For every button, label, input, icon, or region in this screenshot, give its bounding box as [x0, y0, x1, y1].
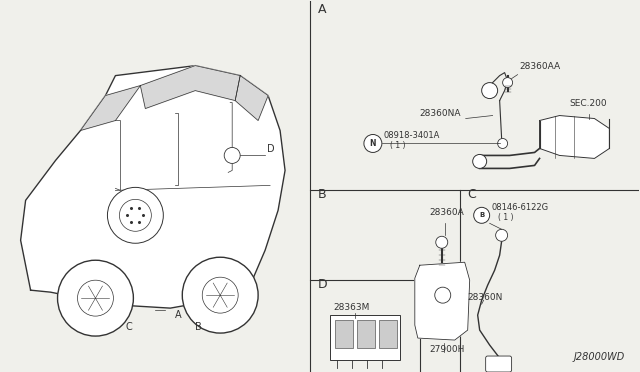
Text: A: A: [175, 310, 182, 320]
Text: A: A: [318, 3, 326, 16]
Text: B: B: [479, 212, 484, 218]
Text: ( 1 ): ( 1 ): [498, 213, 513, 222]
Text: 28360NA: 28360NA: [420, 109, 461, 118]
Circle shape: [474, 207, 490, 223]
Circle shape: [364, 135, 382, 153]
Circle shape: [182, 257, 258, 333]
Text: 28360A: 28360A: [430, 208, 465, 217]
Circle shape: [495, 229, 508, 241]
Polygon shape: [140, 65, 240, 109]
Text: D: D: [267, 144, 275, 154]
Text: B: B: [318, 188, 326, 201]
Polygon shape: [415, 262, 470, 340]
Circle shape: [473, 154, 486, 169]
Text: C: C: [125, 322, 132, 332]
Text: D: D: [318, 278, 328, 291]
Text: B: B: [195, 322, 202, 332]
Text: 08146-6122G: 08146-6122G: [492, 203, 548, 212]
Polygon shape: [20, 65, 285, 308]
Text: 28363M: 28363M: [333, 303, 369, 312]
Text: SEC.200: SEC.200: [570, 99, 607, 108]
FancyBboxPatch shape: [379, 320, 397, 348]
Text: 28360N: 28360N: [468, 293, 503, 302]
Text: ( 1 ): ( 1 ): [390, 141, 405, 150]
Polygon shape: [235, 76, 268, 121]
Text: C: C: [468, 188, 476, 201]
FancyBboxPatch shape: [330, 315, 400, 360]
FancyBboxPatch shape: [335, 320, 353, 348]
Text: 27900H: 27900H: [430, 345, 465, 354]
Text: N: N: [370, 139, 376, 148]
FancyBboxPatch shape: [486, 356, 511, 372]
Circle shape: [108, 187, 163, 243]
FancyBboxPatch shape: [357, 320, 375, 348]
Text: 08918-3401A: 08918-3401A: [384, 131, 440, 141]
Circle shape: [498, 138, 508, 148]
Polygon shape: [540, 116, 609, 158]
Circle shape: [436, 236, 448, 248]
Text: J28000WD: J28000WD: [573, 352, 625, 362]
Text: 28360AA: 28360AA: [520, 62, 561, 71]
Circle shape: [482, 83, 498, 99]
Polygon shape: [81, 86, 140, 131]
Circle shape: [502, 78, 513, 87]
Circle shape: [224, 147, 240, 163]
Circle shape: [58, 260, 133, 336]
